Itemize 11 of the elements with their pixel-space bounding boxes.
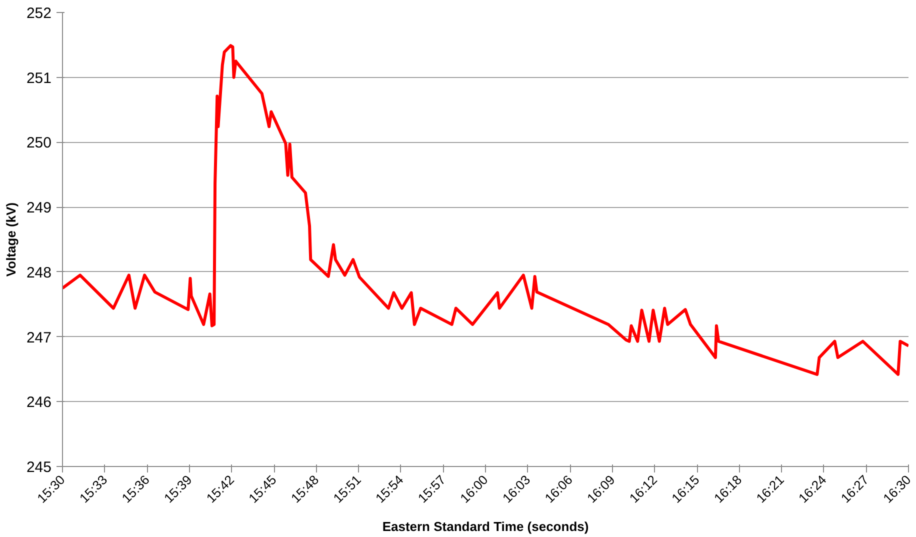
y-tick-label: 246 <box>26 394 52 412</box>
y-tick-label: 251 <box>26 70 52 87</box>
x-axis-title: Eastern Standard Time (seconds) <box>382 519 589 534</box>
y-tick-label: 252 <box>26 5 52 22</box>
y-tick-label: 245 <box>26 459 52 476</box>
line-series <box>62 44 908 376</box>
y-tick-label: 248 <box>26 264 52 282</box>
y-tick-label: 249 <box>26 200 52 217</box>
y-tick-label: 250 <box>26 134 52 152</box>
y-tick-label: 247 <box>26 329 52 346</box>
y-axis-title: Voltage (kV) <box>3 202 18 277</box>
